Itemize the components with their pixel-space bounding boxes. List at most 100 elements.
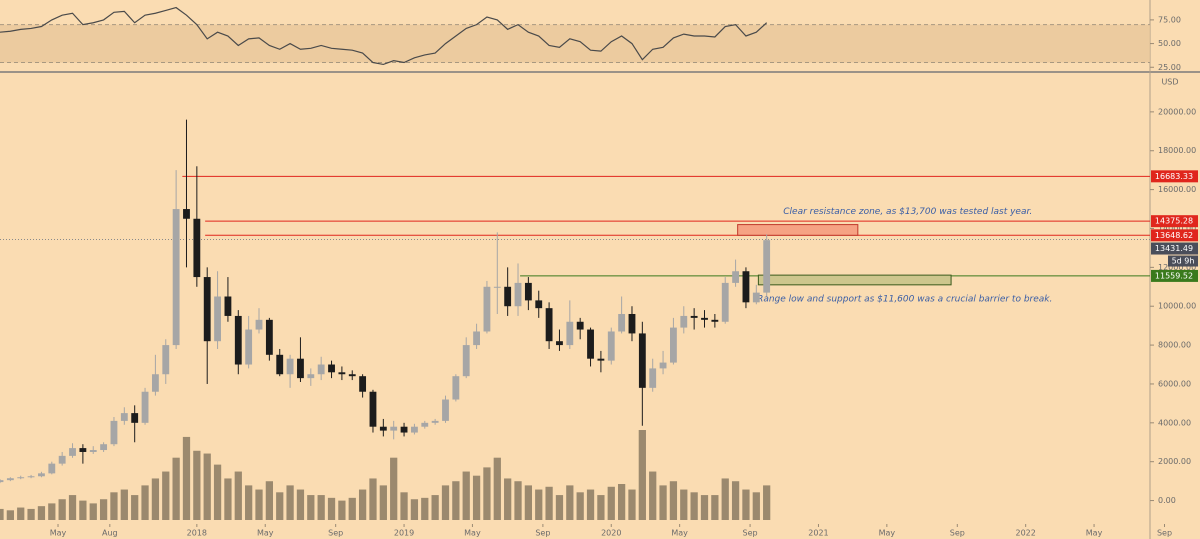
- candle-body: [224, 296, 232, 316]
- candle-body: [752, 292, 760, 303]
- y-tick-label: 16000.00: [1158, 185, 1196, 194]
- volume-bar: [234, 471, 242, 520]
- candle-body: [203, 277, 211, 342]
- candle-body: [638, 333, 646, 388]
- candle-body: [587, 329, 594, 359]
- rsi-line: [0, 6, 768, 66]
- volume-bar: [462, 471, 470, 520]
- volume-bar: [493, 457, 501, 520]
- x-tick-label: May: [879, 529, 896, 538]
- volume-bar: [524, 485, 533, 520]
- x-tick-label: 2021: [808, 529, 828, 538]
- candle-body: [183, 209, 190, 219]
- volume-bar: [659, 485, 667, 520]
- y-tick-label: 12000.00: [1158, 263, 1196, 272]
- volume-bar: [566, 485, 574, 520]
- candle-body: [504, 286, 512, 307]
- volume-bar: [296, 489, 305, 520]
- candle-body: [410, 426, 418, 433]
- x-tick-label: 2019: [394, 529, 414, 538]
- volume-bar: [193, 450, 201, 520]
- level-label: 14375.28: [1155, 217, 1193, 226]
- candle-body: [328, 364, 335, 373]
- volume-bar: [669, 481, 678, 520]
- candle-body: [172, 209, 180, 346]
- x-tick-label: May: [50, 529, 67, 538]
- candle-body: [141, 391, 149, 423]
- candle-body: [110, 420, 118, 445]
- rsi-band: [0, 24, 1150, 63]
- volume-bar: [545, 486, 553, 520]
- volume-bar: [68, 495, 77, 520]
- volume-bar: [441, 485, 450, 520]
- candle-body: [618, 313, 626, 332]
- volume-bar: [607, 486, 615, 520]
- volume-bar: [535, 489, 543, 520]
- volume-bar: [379, 485, 387, 520]
- candle-body: [607, 331, 615, 361]
- x-tick-label: Aug: [102, 529, 118, 538]
- candle-body: [317, 364, 325, 375]
- volume-bar: [742, 489, 750, 520]
- candle-body: [69, 448, 76, 456]
- rsi-tick-label: 50.00: [1158, 39, 1181, 48]
- volume-bar: [0, 508, 4, 520]
- x-tick-label: 2022: [1015, 529, 1035, 538]
- x-tick-label: 2018: [187, 529, 207, 538]
- volume-bar: [369, 478, 377, 520]
- candle-body: [131, 413, 139, 423]
- last-price-box: [1151, 242, 1198, 255]
- candle-body: [286, 358, 294, 375]
- candle-body: [359, 376, 367, 392]
- level-label-box: [1151, 229, 1198, 242]
- countdown-label: 5d 9h: [1172, 257, 1195, 266]
- candle-body: [89, 450, 97, 452]
- candle-body: [307, 374, 315, 379]
- rsi-tick-label: 25.00: [1158, 63, 1181, 72]
- candle-body: [483, 286, 491, 332]
- candle-body: [27, 476, 35, 478]
- candle-body: [276, 354, 284, 375]
- volume-bar: [752, 492, 760, 520]
- y-tick-label: 18000.00: [1158, 146, 1196, 155]
- level-label: 16683.33: [1155, 172, 1193, 181]
- y-tick-label: 10000.00: [1158, 302, 1196, 311]
- candle-body: [234, 315, 242, 365]
- volume-bar: [638, 430, 646, 520]
- candle-body: [431, 420, 439, 423]
- candle-body: [245, 329, 253, 365]
- candle-body: [421, 422, 429, 427]
- candle-body: [214, 296, 221, 342]
- candle-body: [265, 319, 273, 355]
- y-tick-label: 8000.00: [1158, 341, 1191, 350]
- candle-body: [6, 478, 14, 481]
- volume-bar: [338, 500, 346, 520]
- volume-bar: [721, 478, 729, 520]
- candle-body: [732, 271, 740, 283]
- volume-bar: [410, 499, 419, 520]
- candle-body: [659, 362, 667, 369]
- volume-bar: [89, 503, 97, 520]
- annotation: Range low and support as $11,600 was a c…: [757, 294, 1052, 304]
- volume-bar: [255, 489, 263, 520]
- volume-bar: [576, 492, 584, 520]
- candle-body: [721, 282, 729, 322]
- y-tick-label: 4000.00: [1158, 418, 1191, 427]
- volume-bar: [203, 453, 211, 520]
- volume-bar: [317, 495, 325, 520]
- volume-bar: [172, 457, 180, 520]
- volume-bar: [555, 495, 564, 520]
- zone: [757, 274, 952, 286]
- y-tick-label: 2000.00: [1158, 457, 1191, 466]
- candle-body: [566, 321, 574, 346]
- level-label-box: [1151, 170, 1198, 183]
- candle-body: [711, 319, 719, 322]
- volume-bar: [224, 478, 232, 520]
- candle-body: [763, 240, 771, 293]
- volume-bar: [131, 495, 139, 520]
- axis-unit: USD: [1161, 78, 1178, 87]
- candle-body: [670, 327, 677, 363]
- volume-bar: [276, 492, 284, 520]
- x-tick-label: May: [464, 529, 481, 538]
- volume-bar: [700, 495, 709, 520]
